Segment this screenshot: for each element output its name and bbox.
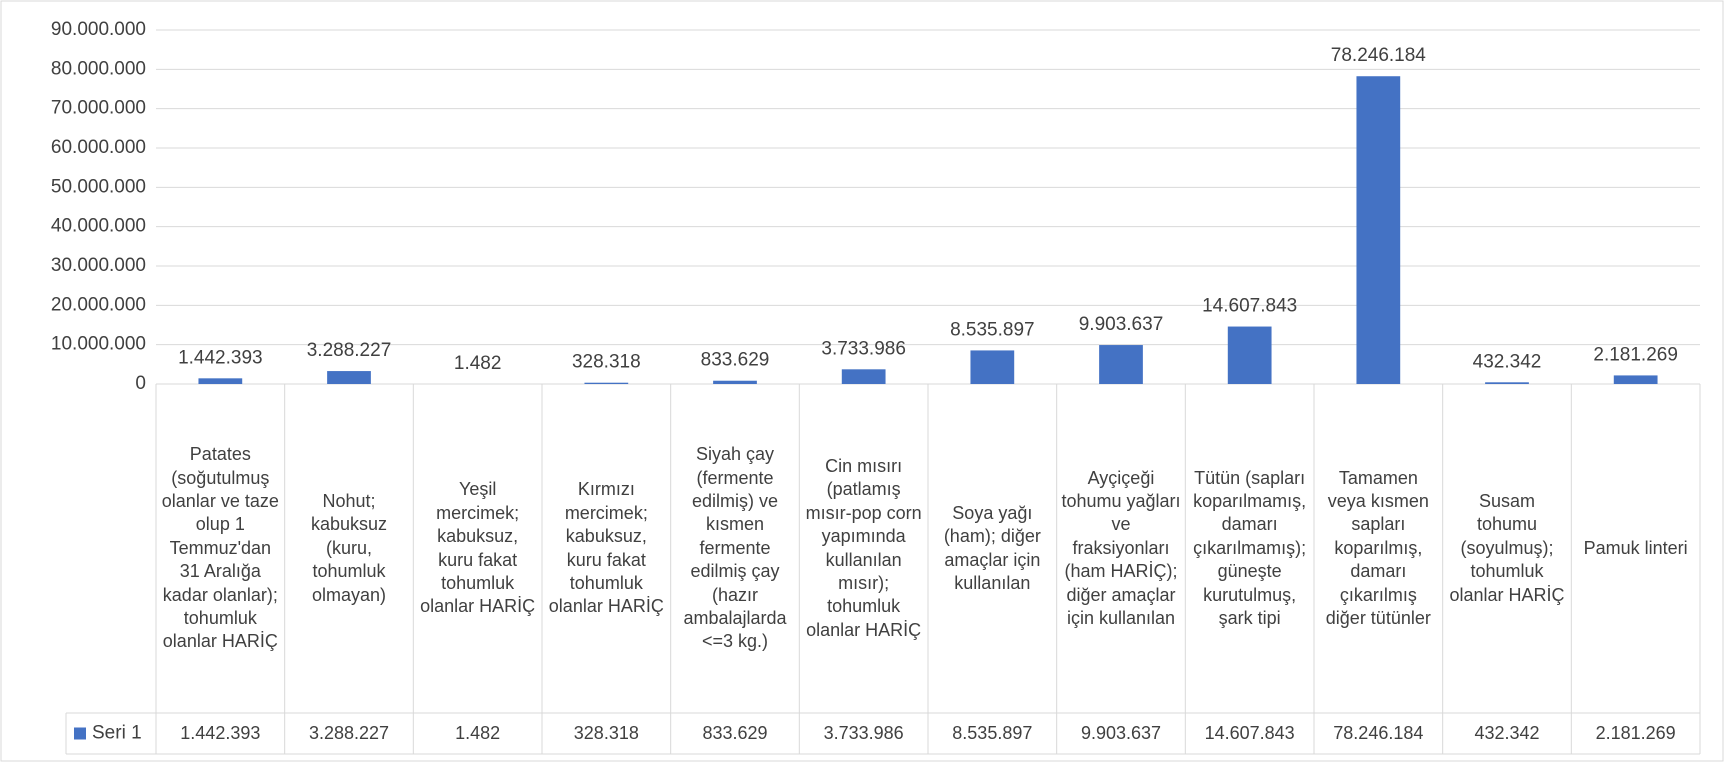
data-label: 78.246.184 [1331,45,1427,66]
bar [1356,76,1401,384]
y-tick-label: 0 [135,373,146,394]
data-label: 9.903.637 [1079,314,1164,335]
table-value: 2.181.269 [1595,722,1676,743]
table-value: 8.535.897 [952,722,1033,743]
table-value: 1.442.393 [180,722,261,743]
category-label: Ayçiçeği tohumu yağları ve fraksiyonları… [1061,467,1181,628]
y-tick-label: 50.000.000 [51,176,146,197]
data-label: 3.288.227 [307,340,392,361]
legend-key [74,727,86,740]
category-label: Yeşil mercimek; kabuksuz, kuru fakat toh… [420,479,536,617]
category-label: Kırmızı mercimek; kabuksuz, kuru fakat t… [548,479,664,617]
category-label: Tütün (sapları koparılmamış, damarı çıka… [1193,467,1307,628]
bar [970,350,1015,384]
y-tick-label: 90.000.000 [51,19,146,40]
category-label: Cin mısırı (patlamış mısır-pop corn yapı… [805,455,922,640]
data-label: 833.629 [701,350,770,371]
y-tick-label: 70.000.000 [51,98,146,119]
category-label: Siyah çay (fermente edilmiş) ve kısmen f… [683,444,787,652]
category-label: Susam tohumu (soyulmuş); tohumluk olanla… [1449,491,1565,605]
data-label: 328.318 [572,352,641,373]
legend-label: Seri 1 [92,723,142,744]
bar [1613,375,1658,384]
bar [841,369,886,384]
bar [584,382,629,384]
category-label: Patates (soğutulmuş olanlar ve taze olup… [161,444,279,652]
table-value: 9.903.637 [1080,722,1162,743]
y-tick-label: 80.000.000 [51,58,146,79]
data-label: 8.535.897 [950,319,1035,340]
table-value: 432.342 [1474,722,1540,743]
bar [327,371,371,384]
bar [1227,326,1272,384]
data-label: 2.181.269 [1593,344,1678,365]
data-label: 432.342 [1473,351,1542,372]
table-value: 833.629 [702,722,768,743]
data-label: 1.442.393 [178,347,263,368]
category-label: Soya yağı (ham); diğer amaçlar için kull… [943,502,1041,593]
table-value: 14.607.843 [1204,722,1295,743]
y-tick-label: 30.000.000 [51,255,146,276]
y-tick-label: 60.000.000 [51,137,146,158]
table-value: 328.318 [573,722,639,743]
table-value: 3.288.227 [308,722,390,743]
data-label: 1.482 [454,353,502,374]
bar [713,380,757,384]
data-label: 3.733.986 [821,338,906,359]
table-value: 3.733.986 [823,722,904,743]
category-label: Tamamen veya kısmen sapları koparılmış, … [1325,467,1431,628]
y-tick-label: 10.000.000 [51,334,146,355]
category-label: Nohut; kabuksuz (kuru, tohumluk olmayan) [310,491,387,605]
bar [198,378,243,384]
y-tick-label: 20.000.000 [51,294,146,315]
bar [1099,345,1143,384]
y-tick-label: 40.000.000 [51,216,146,237]
table-value: 1.482 [455,722,501,743]
data-label: 14.607.843 [1202,296,1297,317]
table-value: 78.246.184 [1333,722,1424,743]
bar [1485,382,1529,384]
category-label: Pamuk linteri [1583,537,1688,558]
